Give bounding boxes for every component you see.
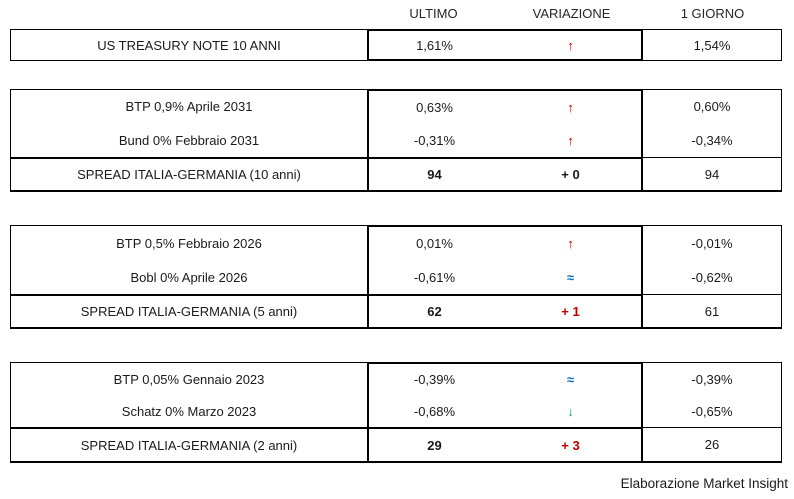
column-header-ultimo: ULTIMO [409, 6, 458, 21]
bond-label: BTP 0,9% Aprile 2031 [125, 99, 253, 115]
spread-label: SPREAD ITALIA-GERMANIA (5 anni) [80, 304, 298, 319]
giorno-value: 1,54% [693, 37, 731, 53]
table-row: BTP 0,9% Aprile 2031 Bund 0% Febbraio 20… [10, 89, 782, 157]
giorno-cell: 1,54% [643, 29, 782, 61]
block-5-anni: BTP 0,5% Febbraio 2026 Bobl 0% Aprile 20… [10, 225, 782, 329]
bond-label: Bund 0% Febbraio 2031 [118, 132, 260, 148]
ultimo-value: -0,68% [413, 403, 456, 419]
bond-label-cell: BTP 0,9% Aprile 2031 Bund 0% Febbraio 20… [10, 89, 367, 157]
values-cell: 1,61% ↑ [367, 29, 643, 61]
spread-giorno-value: 26 [704, 437, 720, 452]
block-2-anni: BTP 0,05% Gennaio 2023 Schatz 0% Marzo 2… [10, 362, 782, 463]
up-arrow-icon: ↑ [567, 37, 574, 53]
spread-giorno-cell: 61 [643, 294, 782, 329]
bond-label: Schatz 0% Marzo 2023 [121, 403, 257, 419]
bond-label: BTP 0,05% Gennaio 2023 [113, 371, 265, 387]
values-cell: 0,63% ↑ -0,31% ↑ [367, 89, 643, 157]
spread-values-cell: 94 + 0 [367, 157, 643, 192]
spread-label: SPREAD ITALIA-GERMANIA (2 anni) [80, 437, 298, 453]
spread-ultimo-value: 94 [427, 167, 442, 182]
spread-label-cell: SPREAD ITALIA-GERMANIA (2 anni) [10, 427, 367, 463]
ultimo-value: 0,63% [416, 100, 453, 115]
bond-label: US TREASURY NOTE 10 ANNI [97, 37, 281, 53]
spread-giorno-cell: 26 [643, 427, 782, 463]
spread-values-cell: 62 + 1 [367, 294, 643, 329]
spread-giorno-value: 94 [704, 166, 720, 182]
ultimo-value: 1,61% [416, 37, 453, 53]
approx-equal-icon: ≈ [566, 269, 575, 285]
spread-variazione-value: + 0 [561, 167, 580, 182]
spread-variazione-value: + 3 [561, 437, 580, 453]
giorno-value: -0,65% [691, 403, 733, 419]
ultimo-value: -0,39% [413, 372, 456, 388]
giorno-value: -0,01% [691, 235, 733, 251]
spread-values-cell: 29 + 3 [367, 427, 643, 463]
values-cell: -0,39% ≈ -0,68% ↓ [367, 362, 643, 427]
column-header-1-giorno: 1 GIORNO [680, 6, 745, 21]
bond-label-cell: US TREASURY NOTE 10 ANNI [10, 29, 367, 61]
up-arrow-icon: ↑ [567, 133, 574, 148]
giorno-cell: -0,39% -0,65% [643, 362, 782, 427]
source-credit: Elaborazione Market Insight [620, 476, 788, 491]
block-10-anni: BTP 0,9% Aprile 2031 Bund 0% Febbraio 20… [10, 89, 782, 192]
spread-ultimo-value: 29 [427, 437, 442, 453]
values-cell: 0,01% ↑ -0,61% ≈ [367, 225, 643, 294]
spread-row: SPREAD ITALIA-GERMANIA (2 anni) 29 + 3 2… [10, 427, 782, 463]
spread-giorno-value: 61 [704, 303, 720, 319]
table-row: BTP 0,5% Febbraio 2026 Bobl 0% Aprile 20… [10, 225, 782, 294]
spread-label-cell: SPREAD ITALIA-GERMANIA (10 anni) [10, 157, 367, 192]
bond-label-cell: BTP 0,05% Gennaio 2023 Schatz 0% Marzo 2… [10, 362, 367, 427]
ultimo-value: 0,01% [416, 236, 453, 252]
ultimo-value: -0,31% [413, 133, 456, 148]
spread-variazione-value: + 1 [561, 304, 580, 319]
bond-label: BTP 0,5% Febbraio 2026 [116, 235, 262, 251]
spread-ultimo-value: 62 [427, 304, 442, 319]
down-arrow-icon: ↓ [567, 403, 574, 419]
giorno-value: -0,62% [691, 269, 733, 285]
giorno-cell: -0,01% -0,62% [643, 225, 782, 294]
up-arrow-icon: ↑ [567, 100, 574, 115]
spread-label: SPREAD ITALIA-GERMANIA (10 anni) [77, 167, 301, 182]
ultimo-value: -0,61% [413, 269, 456, 285]
giorno-value: -0,39% [691, 371, 733, 387]
approx-equal-icon: ≈ [566, 372, 575, 388]
spread-label-cell: SPREAD ITALIA-GERMANIA (5 anni) [10, 294, 367, 329]
spread-row: SPREAD ITALIA-GERMANIA (5 anni) 62 + 1 6… [10, 294, 782, 329]
table-row: US TREASURY NOTE 10 ANNI 1,61% ↑ 1,54% [10, 29, 782, 61]
block-us-treasury: US TREASURY NOTE 10 ANNI 1,61% ↑ 1,54% [10, 29, 782, 61]
bond-label-cell: BTP 0,5% Febbraio 2026 Bobl 0% Aprile 20… [10, 225, 367, 294]
giorno-value: 0,60% [693, 99, 731, 115]
column-header-variazione: VARIAZIONE [532, 6, 611, 21]
giorno-value: -0,34% [691, 132, 733, 148]
spread-giorno-cell: 94 [643, 157, 782, 192]
giorno-cell: 0,60% -0,34% [643, 89, 782, 157]
table-row: BTP 0,05% Gennaio 2023 Schatz 0% Marzo 2… [10, 362, 782, 427]
bond-label: Bobl 0% Aprile 2026 [130, 269, 248, 285]
spread-row: SPREAD ITALIA-GERMANIA (10 anni) 94 + 0 … [10, 157, 782, 192]
up-arrow-icon: ↑ [567, 236, 574, 252]
